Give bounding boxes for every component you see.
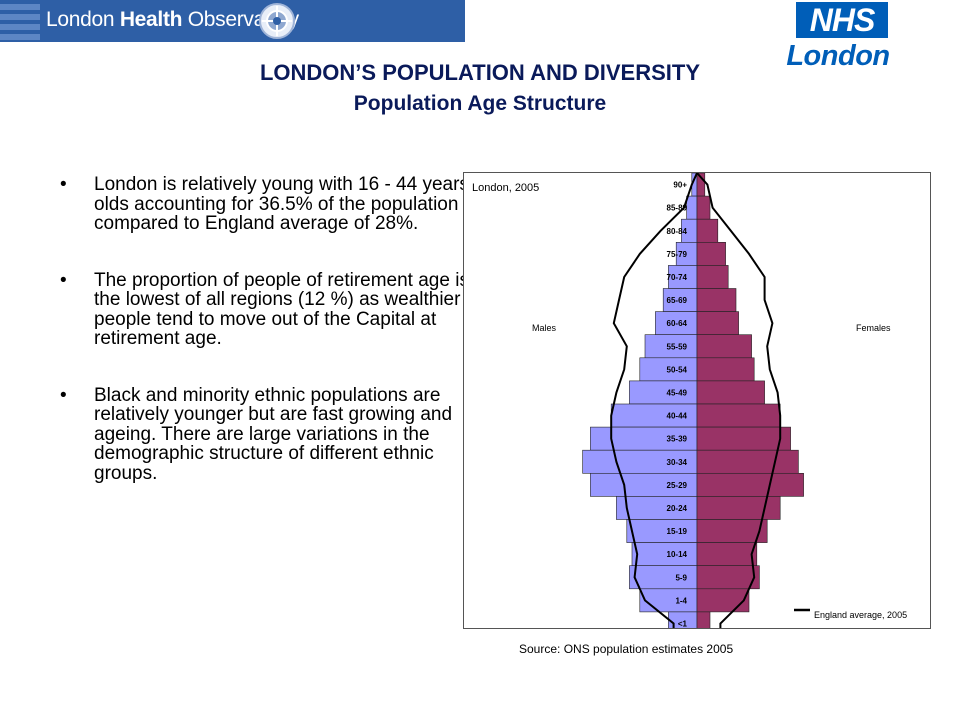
age-label: 35-39 (667, 435, 688, 444)
female-bar (696, 588, 750, 613)
page-subtitle: Population Age Structure (353, 92, 607, 115)
female-bar (696, 218, 719, 243)
female-bar (696, 334, 752, 359)
banner-stripe (0, 14, 40, 20)
nhs-logo-text: NHS (809, 2, 876, 38)
banner-title-bold: Health (119, 8, 183, 31)
age-label: 75-79 (667, 250, 688, 259)
bullet-marker: • (60, 269, 67, 291)
age-label: <1 (678, 619, 688, 628)
lho-banner: London Health Observatory (0, 0, 465, 42)
age-label: 1-4 (675, 596, 687, 605)
banner-stripe (0, 34, 40, 40)
age-label: 30-34 (667, 458, 688, 467)
age-label: 70-74 (667, 273, 688, 282)
banner-stripe (0, 4, 40, 10)
female-bar (696, 496, 781, 520)
bullet-text: Black and minority ethnic populations ar… (94, 384, 453, 484)
female-bar (696, 426, 791, 451)
female-bar (696, 357, 755, 382)
observatory-logo-icon (259, 3, 295, 39)
england-average-line (610, 172, 782, 635)
age-label: 45-49 (667, 388, 688, 397)
legend-label: England average, 2005 (814, 610, 907, 620)
female-bar (696, 288, 737, 312)
banner-title-regular: London (46, 8, 120, 31)
pyramid-svg: London, 2005 Males Females 90+ 85-89 80-84… (472, 172, 907, 636)
male-bars (582, 172, 698, 636)
female-bar (696, 242, 726, 266)
page-title: LONDON’S POPULATION AND DIVERSITY (259, 60, 701, 85)
age-label: 40-44 (667, 412, 688, 421)
pyramid-chart: London, 2005 Males Females 90+ 85-89 80-84… (463, 172, 931, 636)
bullet-item: • Black and minority ethnic populations a… (60, 384, 470, 484)
bullet-text: London is relatively young with 16 - 44 … (94, 174, 469, 234)
age-label: 10-14 (667, 550, 688, 559)
female-bar (696, 611, 711, 636)
age-label: 15-19 (667, 527, 688, 536)
age-label: 65-69 (667, 296, 688, 305)
females-label: Females (856, 323, 891, 333)
female-bar (696, 542, 758, 567)
age-label: 5-9 (675, 573, 687, 582)
age-label: 60-64 (667, 319, 688, 328)
female-bar (696, 195, 711, 220)
chart-title: London, 2005 (472, 182, 539, 194)
age-label: 25-29 (667, 481, 688, 490)
nhs-logo: NHS (796, 2, 888, 38)
male-bar (631, 542, 698, 567)
bullet-marker: • (60, 174, 67, 195)
age-labels: 90+ 85-89 80-84 75-79 70-74 65-69 60-64 55-59 50… (667, 181, 688, 629)
female-bars (696, 172, 804, 636)
bullet-text: The proportion of people of retirement a… (94, 269, 469, 349)
males-label: Males (532, 323, 557, 333)
female-bar (696, 265, 729, 289)
male-bar (686, 195, 698, 220)
age-label: 90+ (673, 181, 687, 190)
source-note: Source: ONS population estimates 2005 (519, 642, 734, 656)
age-label: 50-54 (667, 365, 688, 374)
female-bar (696, 472, 804, 497)
banner-stripe (0, 24, 40, 30)
bullet-item: • London is relatively young with 16 - 44… (60, 175, 470, 234)
bullet-item: • The proportion of people of retirement … (60, 269, 470, 349)
age-label: 20-24 (667, 504, 688, 513)
age-label: 85-89 (667, 204, 688, 213)
female-bar (696, 380, 765, 405)
bullet-marker: • (60, 384, 67, 406)
female-bar (696, 403, 781, 428)
female-bar (696, 311, 739, 336)
male-bar (639, 588, 698, 613)
age-label: 55-59 (667, 342, 688, 351)
female-bar (696, 449, 799, 474)
nhs-region-label: London (786, 40, 890, 72)
age-label: 80-84 (667, 227, 688, 236)
bullet-list: • London is relatively young with 16 - 44… (60, 175, 470, 520)
